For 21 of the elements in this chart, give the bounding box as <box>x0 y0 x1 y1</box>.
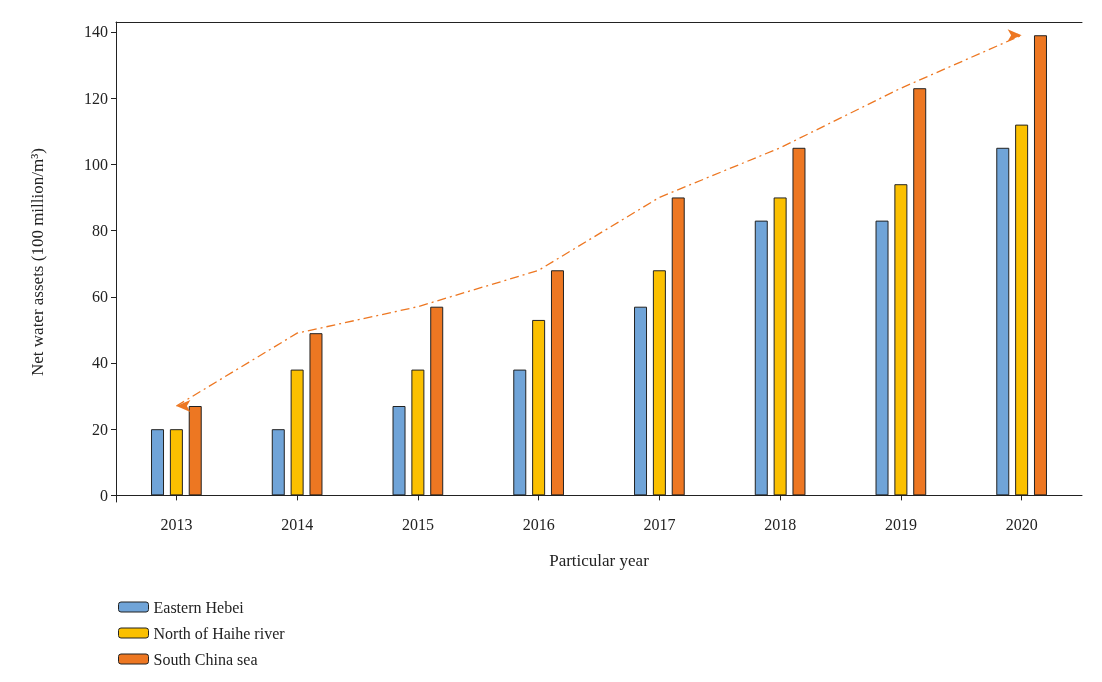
x-tick-label: 2016 <box>522 515 555 533</box>
x-tick-label: 2013 <box>160 515 193 533</box>
y-axis-title: Net water assets (100 million/m³) <box>28 148 47 376</box>
y-tick-label: 120 <box>84 89 108 107</box>
x-tick-label: 2018 <box>764 515 797 533</box>
x-tick-label: 2019 <box>884 515 917 533</box>
y-tick-label: 0 <box>100 486 108 504</box>
y-tick-label: 80 <box>92 222 108 240</box>
x-tick-label: 2020 <box>1005 515 1038 533</box>
x-tick-label: 2014 <box>281 515 314 533</box>
legend-label: Eastern Hebei <box>153 598 245 616</box>
y-tick-label: 60 <box>92 288 108 306</box>
legend-label: South China sea <box>153 650 258 668</box>
x-axis-title: Particular year <box>549 551 650 570</box>
y-tick-label: 20 <box>92 420 108 438</box>
y-tick-label: 140 <box>84 23 108 41</box>
x-tick-label: 2017 <box>643 515 676 533</box>
y-tick-label: 100 <box>84 155 108 173</box>
legend-label: North of Haihe river <box>153 624 286 642</box>
x-tick-label: 2015 <box>401 515 434 533</box>
y-tick-label: 40 <box>92 354 108 372</box>
